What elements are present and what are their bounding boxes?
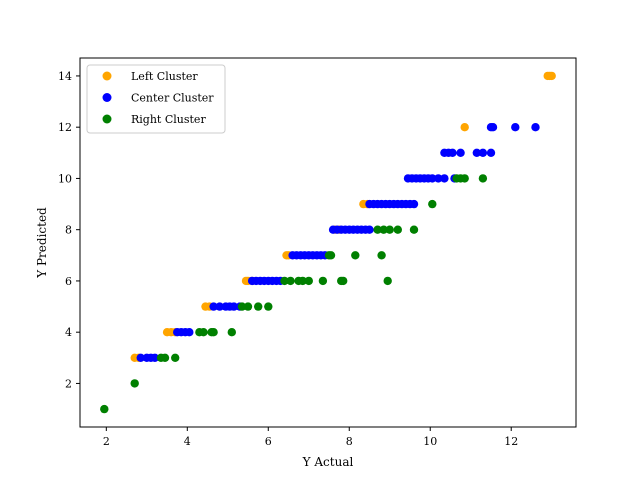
x-tick-label: 2 [103,435,110,448]
y-tick-label: 10 [58,172,72,185]
data-point-series-2 [298,276,307,286]
legend-box [86,64,226,134]
data-point-series-2 [393,225,402,234]
data-point-series-2 [478,174,488,183]
data-point-series-1 [456,148,465,157]
x-tick-label: 8 [346,435,353,448]
data-point-series-2 [383,276,392,286]
y-tick-label: 2 [65,377,72,390]
data-point-series-1 [440,174,449,183]
y-tick-label: 8 [65,224,72,237]
x-tick-label: 4 [184,435,191,448]
data-point-series-1 [448,148,457,157]
data-point-series-2 [209,328,218,337]
legend-marker [102,114,112,124]
data-point-series-1 [215,302,224,311]
data-point-series-1 [150,353,160,362]
data-point-series-1 [209,302,218,311]
y-axis-label: Y Predicted [35,207,49,279]
data-point-series-2 [280,276,289,286]
data-point-series-2 [409,225,419,234]
data-point-series-2 [100,404,109,414]
data-point-series-1 [486,148,496,157]
data-point-series-2 [379,225,388,234]
legend-marker [102,93,112,102]
plot-area [79,57,577,428]
data-point-series-2 [130,379,139,388]
x-tick-label: 6 [265,435,272,448]
data-point-series-1 [472,148,481,157]
data-point-series-2 [377,251,386,260]
data-point-series-1 [428,174,437,183]
legend-label: Center Cluster [131,92,214,105]
data-point-series-0 [460,123,469,132]
data-point-series-1 [511,123,520,132]
legend-marker [102,71,112,81]
y-tick-label: 6 [65,275,72,288]
data-point-series-2 [385,225,394,234]
legend: Left Cluster Center Cluster Right Cluster [86,64,226,134]
y-tick-label: 12 [58,121,72,134]
data-point-series-2 [318,276,328,286]
legend-label: Right Cluster [131,113,206,126]
y-axis-ticks: 2 4 6 8 10 12 14 [58,70,80,390]
data-point-series-2 [460,174,469,183]
data-point-series-1 [229,302,239,311]
data-point-series-1 [136,353,145,362]
x-tick-label: 10 [423,435,437,448]
x-axis-ticks: 2 4 6 8 10 12 [103,427,518,448]
x-axis-label: Y Actual [302,455,354,469]
data-point-series-2 [264,302,273,311]
data-points [100,71,556,414]
data-point-series-2 [160,353,170,362]
data-point-series-2 [373,225,382,234]
x-tick-label: 12 [504,435,518,448]
data-point-series-1 [478,148,488,157]
data-point-series-2 [243,302,253,311]
data-point-series-2 [428,199,437,209]
data-point-series-2 [351,251,360,260]
legend-label: Left Cluster [131,70,198,83]
data-point-series-2 [339,276,348,286]
data-point-series-1 [409,199,419,209]
data-point-series-1 [531,123,540,132]
y-tick-label: 14 [58,70,72,83]
data-point-series-2 [227,328,236,337]
data-point-series-1 [185,328,194,337]
data-point-series-2 [199,328,208,337]
data-point-series-0 [547,71,556,81]
data-point-series-2 [237,302,247,311]
data-point-series-1 [365,225,374,234]
data-point-series-2 [171,353,180,362]
data-point-series-2 [304,276,313,286]
y-tick-label: 4 [65,326,72,339]
data-point-series-1 [488,123,498,132]
data-point-series-1 [434,174,443,183]
data-point-series-2 [286,276,295,286]
data-point-series-2 [326,251,336,260]
data-point-series-2 [254,302,263,311]
